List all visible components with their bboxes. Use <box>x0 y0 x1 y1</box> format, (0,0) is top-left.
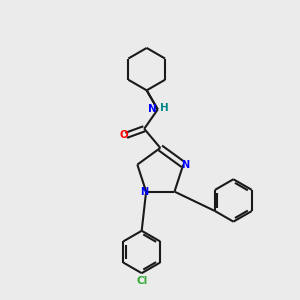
Text: H: H <box>160 103 169 113</box>
Text: N: N <box>181 160 189 170</box>
Text: N: N <box>148 104 157 114</box>
Text: N: N <box>141 187 149 196</box>
Text: O: O <box>119 130 128 140</box>
Text: Cl: Cl <box>136 276 147 286</box>
